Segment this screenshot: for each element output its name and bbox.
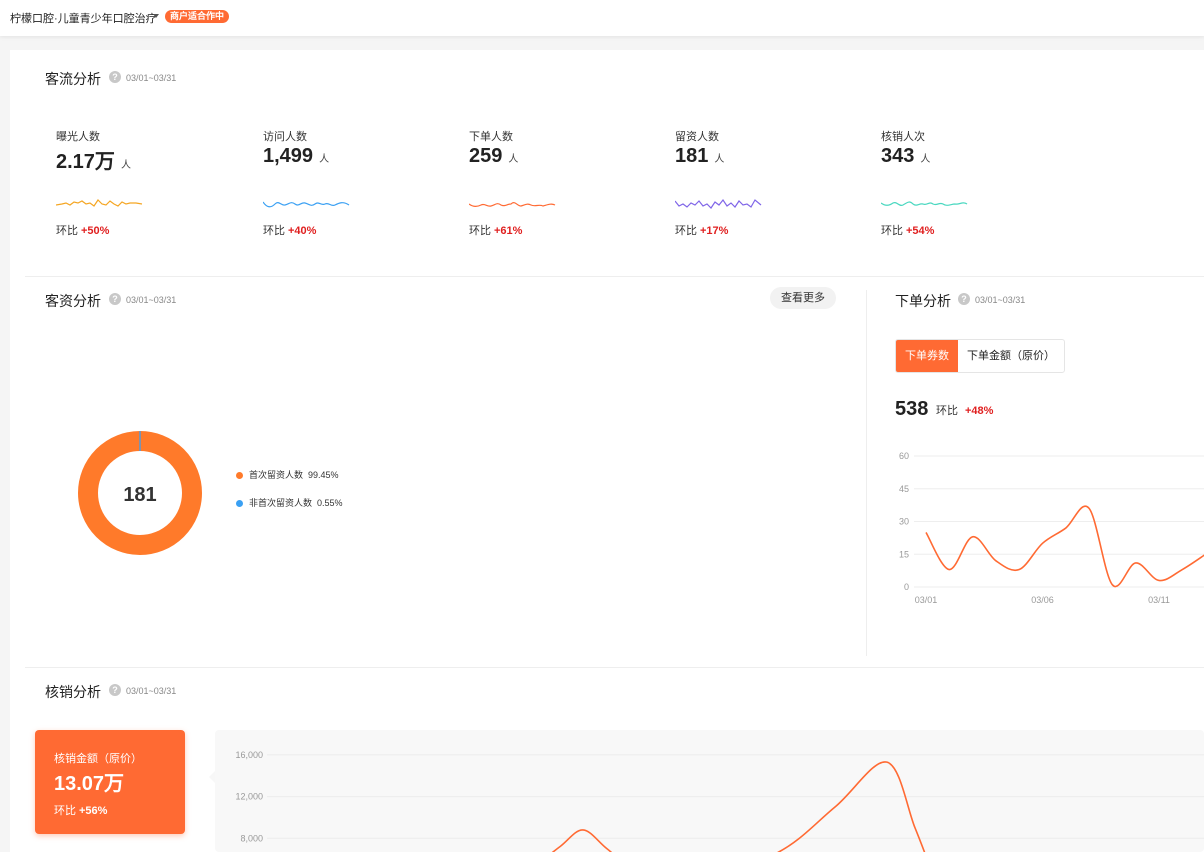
metric-ratio: 环比 +40% <box>263 225 317 237</box>
verification-amount-card[interactable]: 核销金额（原价） 13.07万 环比 +56% <box>35 730 185 834</box>
card-ratio: 环比 +56% <box>54 805 108 817</box>
metric-verifications[interactable]: 核销人次 343 人 环比 +54% <box>881 128 1051 248</box>
metric-leads[interactable]: 留资人数 181 人 环比 +17% <box>675 128 845 248</box>
help-icon[interactable]: ? <box>958 293 970 305</box>
legend-dot-icon <box>236 472 243 480</box>
metric-ratio: 环比 +54% <box>881 225 935 237</box>
legend-first-leads: 首次留资人数 99.45% <box>236 468 339 481</box>
y-tick-label: 12,000 <box>235 792 263 802</box>
legend-repeat-leads: 非首次留资人数 0.55% <box>236 496 343 509</box>
dashboard-card <box>10 50 1204 852</box>
verification-line-chart: 8,000 12,000 16,000 <box>235 750 1204 852</box>
y-tick-label: 15 <box>899 549 909 559</box>
y-tick-label: 45 <box>899 484 909 494</box>
divider <box>25 276 1204 277</box>
orders-tab-group: 下单券数 下单金额（原价） <box>895 339 1065 373</box>
y-tick-label: 60 <box>899 451 909 461</box>
metric-value: 1,499 人 <box>263 145 330 167</box>
x-tick-label: 03/06 <box>1031 595 1054 605</box>
leads-title: 客资分析 <box>45 293 101 309</box>
metric-value: 181 人 <box>675 145 725 167</box>
legend-dot-icon <box>236 500 243 508</box>
leads-range: 03/01~03/31 <box>126 295 177 305</box>
metric-label: 访问人数 <box>263 131 307 143</box>
orders-ratio: 环比 +48% <box>936 405 994 417</box>
card-title: 核销金额（原价） <box>54 753 142 765</box>
sparkline-orders <box>469 202 556 207</box>
x-tick-label: 03/01 <box>915 595 938 605</box>
sparkline-path <box>56 199 143 207</box>
metric-visits[interactable]: 访问人数 1,499 人 环比 +40% <box>263 128 433 248</box>
orders-total: 538 <box>895 398 929 420</box>
metric-label: 曝光人数 <box>56 131 100 143</box>
metric-value: 259 人 <box>469 145 519 167</box>
view-more-button[interactable]: 查看更多 <box>770 287 836 309</box>
x-tick-label: 03/11 <box>1148 595 1170 605</box>
y-tick-label: 8,000 <box>240 833 263 843</box>
help-icon[interactable]: ? <box>109 684 121 696</box>
metric-ratio: 环比 +50% <box>56 225 110 237</box>
metric-label: 留资人数 <box>675 131 719 143</box>
sparkline-leads <box>675 198 762 209</box>
metric-exposure[interactable]: 曝光人数 2.17万人 环比 +50% <box>56 128 226 248</box>
card-pointer <box>209 771 215 783</box>
y-tick-label: 0 <box>904 582 909 592</box>
metric-orders[interactable]: 下单人数 259 人 环比 +61% <box>469 128 639 248</box>
help-icon[interactable]: ? <box>109 71 121 83</box>
metric-value: 343 人 <box>881 145 931 167</box>
sparkline-exposure <box>56 199 143 207</box>
chevron-down-icon[interactable] <box>153 14 159 18</box>
shop-name-selector[interactable]: 柠檬口腔·儿童青少年口腔治疗 <box>10 13 157 25</box>
orders-range: 03/01~03/31 <box>975 295 1026 305</box>
help-icon[interactable]: ? <box>109 293 121 305</box>
verification-range: 03/01~03/31 <box>126 686 177 696</box>
verification-title: 核销分析 <box>45 684 101 700</box>
divider <box>866 290 867 656</box>
metric-label: 核销人次 <box>881 131 925 143</box>
sparkline-path <box>263 201 350 208</box>
sparkline-visits <box>263 201 350 208</box>
sparkline-path <box>675 198 762 209</box>
traffic-range: 03/01~03/31 <box>126 73 177 83</box>
orders-title: 下单分析 <box>895 293 951 309</box>
series-line <box>925 505 1204 588</box>
status-badge: 商户适合作中 <box>165 10 230 23</box>
top-bar: 柠檬口腔·儿童青少年口腔治疗 商户适合作中 <box>0 0 1204 36</box>
divider <box>25 667 1204 668</box>
metric-label: 下单人数 <box>469 131 513 143</box>
tab-order-amount[interactable]: 下单金额（原价） <box>967 350 1055 362</box>
card-value: 13.07万 <box>54 773 125 795</box>
sparkline-verifications <box>881 201 968 207</box>
sparkline-path <box>881 201 968 207</box>
y-tick-label: 30 <box>899 517 909 527</box>
metric-ratio: 环比 +17% <box>675 225 729 237</box>
traffic-title: 客流分析 <box>45 71 101 87</box>
verification-chart-panel <box>215 730 1204 852</box>
metric-value: 2.17万人 <box>56 151 131 173</box>
series-line <box>551 761 926 852</box>
tab-order-count[interactable]: 下单券数 <box>896 340 958 372</box>
metric-ratio: 环比 +61% <box>469 225 523 237</box>
leads-donut-chart: 181 <box>78 431 202 555</box>
y-tick-label: 16,000 <box>235 750 263 760</box>
orders-line-chart: 0 15 30 45 60 03/01 03/06 03/11 <box>899 451 1204 605</box>
sparkline-path <box>469 202 556 207</box>
donut-center-value: 181 <box>123 484 156 506</box>
